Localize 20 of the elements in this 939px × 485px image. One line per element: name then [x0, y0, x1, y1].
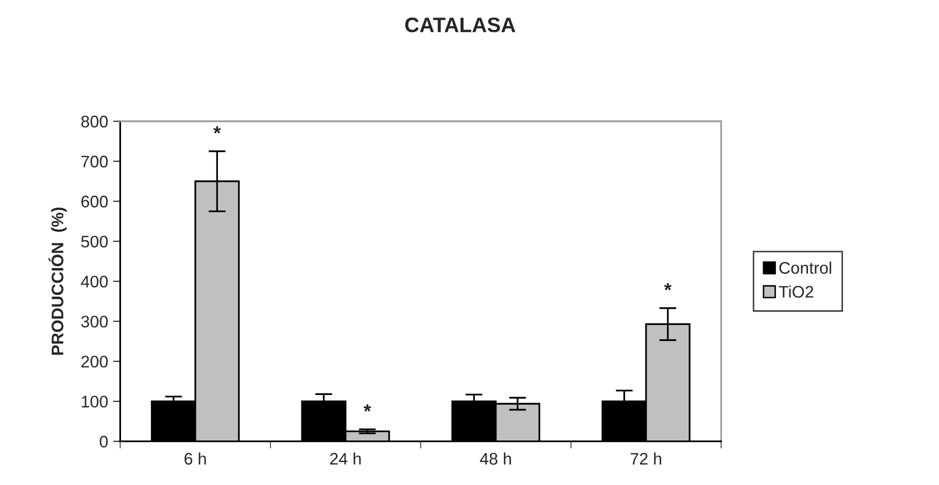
y-tick-label: 100: [82, 396, 108, 408]
y-tick-label: 500: [81, 236, 108, 248]
x-tick-label: 6 h: [184, 452, 206, 465]
annotation: *: [664, 283, 672, 290]
x-tick-label: 48 h: [480, 452, 511, 465]
y-tick-label: 400: [80, 276, 108, 288]
chart-title: CATALASA: [405, 18, 516, 32]
annotation: *: [213, 126, 221, 134]
y-tick-label: 0: [100, 436, 108, 448]
x-tick-label: 24 h: [330, 452, 361, 465]
y-tick-label: 800: [81, 116, 108, 128]
annotation: *: [364, 404, 372, 412]
legend-label: TiO2: [778, 285, 814, 298]
y-axis-title: PRODUCCIÓN (%): [48, 208, 67, 355]
y-tick-label: 700: [81, 156, 108, 168]
y-tick-label: 600: [81, 196, 108, 208]
y-tick-label: 300: [81, 316, 108, 328]
x-tick-label: 72 h: [630, 452, 662, 465]
legend-label: Control: [779, 262, 832, 274]
y-tick-label: 200: [81, 356, 108, 368]
